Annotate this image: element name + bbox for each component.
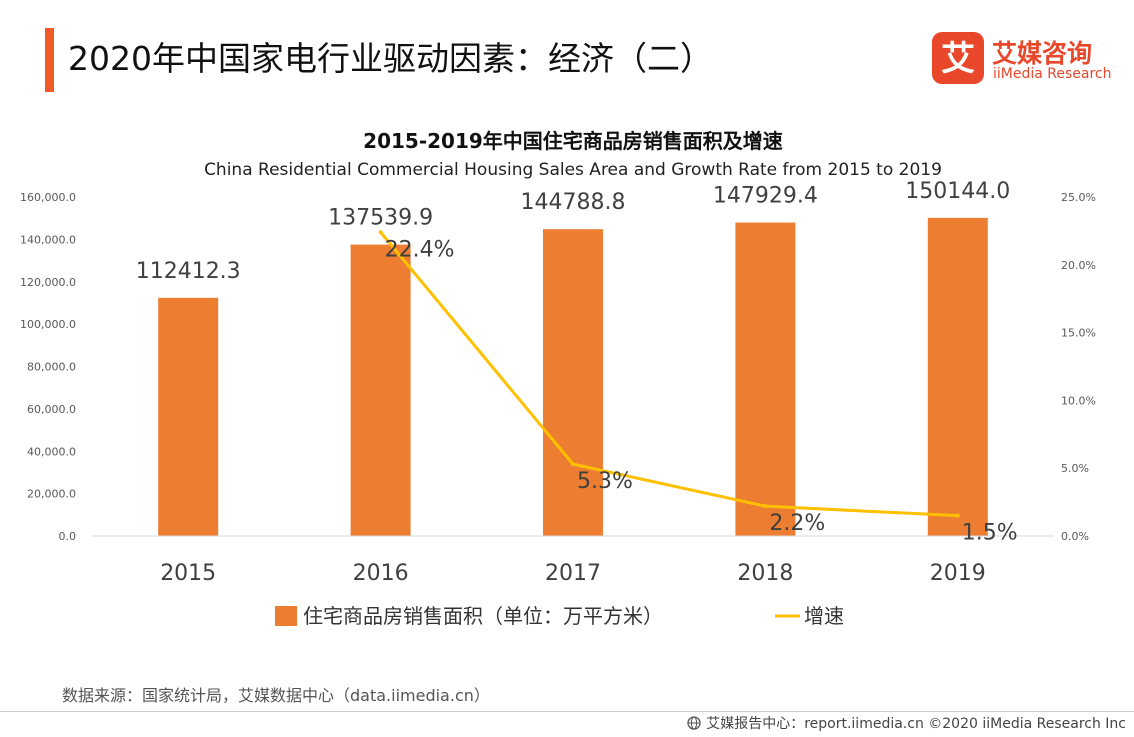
x-axis-tick-label: 2018 [737, 561, 793, 586]
left-axis-tick-label: 160,000.0 [20, 191, 76, 204]
x-axis: 2015 2016 2017 2018 2019 [160, 561, 986, 586]
growth-value-label: 5.3% [577, 469, 633, 494]
bar [350, 244, 411, 536]
growth-value-label: 22.4% [385, 237, 455, 262]
growth-value-label: 2.2% [769, 511, 825, 536]
growth-point [571, 462, 575, 467]
footer-divider [0, 711, 1134, 712]
legend-bar-swatch [275, 606, 297, 626]
right-axis: 0.0% 5.0% 10.0% 15.0% 20.0% 25.0% [1061, 191, 1096, 543]
legend-line-label: 增速 [804, 604, 844, 628]
brand-name-en: iiMedia Research [993, 66, 1112, 82]
growth-point [378, 230, 383, 235]
bar-series [158, 217, 988, 537]
growth-value-label: 1.5% [962, 521, 1018, 546]
bar [158, 297, 219, 536]
brand-name-cn: 艾媒咨询 [992, 39, 1093, 68]
bar [927, 217, 988, 537]
bar-value-label: 147929.4 [713, 184, 818, 209]
right-axis-tick-label: 25.0% [1061, 191, 1096, 204]
right-axis-tick-label: 0.0% [1061, 530, 1089, 543]
brand-logo-icon: 艾 [932, 32, 984, 84]
brand-logo: 艾 艾媒咨询 iiMedia Research [932, 32, 1112, 88]
footer-copyright: 艾媒报告中心：report.iimedia.cn ©2020 iiMedia R… [687, 713, 1126, 733]
x-axis-tick-label: 2017 [545, 561, 601, 586]
footer-copyright-text: 艾媒报告中心：report.iimedia.cn ©2020 iiMedia R… [706, 716, 1126, 732]
growth-point [763, 504, 768, 509]
x-axis-tick-label: 2015 [160, 561, 216, 586]
x-axis-tick-label: 2016 [353, 561, 409, 586]
brand-logo-glyph: 艾 [941, 39, 975, 79]
growth-line-series [378, 230, 960, 518]
bar-value-label: 112412.3 [136, 259, 241, 284]
bar [543, 229, 603, 536]
bar [735, 222, 796, 536]
right-axis-tick-label: 20.0% [1061, 259, 1096, 272]
chart-subtitle: China Residential Commercial Housing Sal… [204, 160, 942, 180]
x-axis-tick-label: 2019 [930, 561, 986, 586]
bar-value-label: 137539.9 [328, 206, 433, 231]
legend-bar-label: 住宅商品房销售面积（单位：万平方米） [303, 604, 663, 628]
bar-value-label: 150144.0 [905, 179, 1010, 204]
page-title: 2020年中国家电行业驱动因素：经济（二） [68, 39, 713, 78]
left-axis-tick-label: 40,000.0 [27, 445, 76, 458]
growth-line [379, 231, 958, 518]
globe-icon [687, 716, 701, 730]
bar-value-labels: 112412.3 137539.9 144788.8 147929.4 150144.0 [136, 179, 1011, 284]
left-axis-tick-label: 20,000.0 [27, 488, 76, 501]
left-axis-tick-label: 100,000.0 [20, 318, 76, 331]
growth-value-labels: 22.4% 5.3% 2.2% 1.5% [385, 237, 1018, 545]
left-axis-tick-label: 0.0 [59, 530, 77, 543]
right-axis-tick-label: 5.0% [1061, 462, 1089, 475]
left-axis-tick-label: 120,000.0 [20, 276, 76, 289]
right-axis-tick-label: 15.0% [1061, 327, 1096, 340]
title-accent-bar [45, 28, 54, 92]
chart-title: 2015-2019年中国住宅商品房销售面积及增速 [363, 129, 783, 153]
data-source-note: 数据来源：国家统计局，艾媒数据中心（data.iimedia.cn） [62, 686, 490, 705]
left-axis-tick-label: 60,000.0 [27, 403, 76, 416]
left-axis-tick-label: 140,000.0 [20, 233, 76, 246]
legend: 住宅商品房销售面积（单位：万平方米） 增速 [275, 604, 844, 628]
left-axis-tick-label: 80,000.0 [27, 361, 76, 374]
chart: 2015-2019年中国住宅商品房销售面积及增速 China Residenti… [20, 129, 1096, 628]
growth-point [955, 513, 960, 518]
right-axis-tick-label: 10.0% [1061, 394, 1096, 407]
left-axis: 0.0 20,000.0 40,000.0 60,000.0 80,000.0 100,0… [20, 191, 76, 543]
bar-value-label: 144788.8 [521, 190, 626, 215]
